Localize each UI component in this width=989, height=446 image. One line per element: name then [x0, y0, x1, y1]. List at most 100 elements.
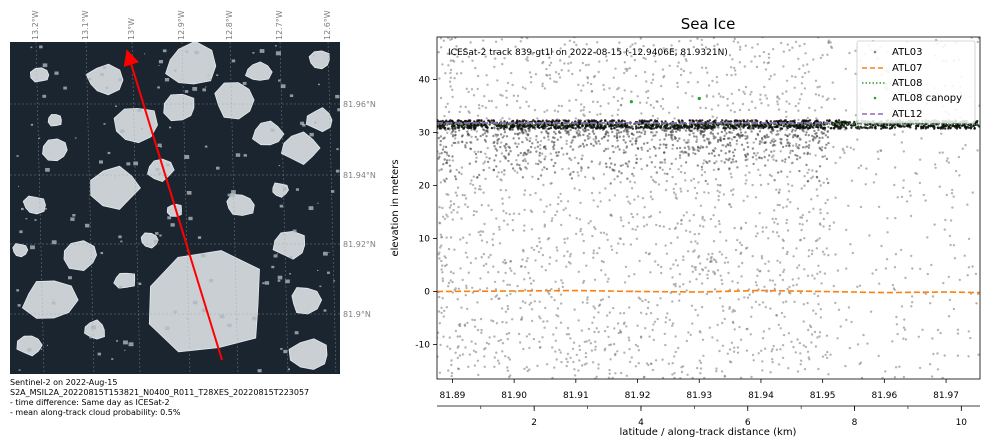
atl03-photon: [476, 74, 480, 78]
atl03-photon: [454, 329, 458, 333]
atl03-photon: [660, 271, 663, 275]
atl03-photon: [807, 328, 810, 332]
atl03-photon: [728, 150, 731, 153]
atl03-photon: [548, 262, 551, 266]
atl03-photon: [524, 265, 527, 269]
atl03-photon: [604, 55, 608, 58]
atl03-photon: [729, 109, 733, 112]
atl03-photon: [688, 125, 691, 128]
atl03-photon: [559, 127, 562, 130]
atl03-photon: [509, 260, 512, 263]
atl03-photon: [492, 169, 495, 172]
atl03-photon: [443, 255, 446, 258]
atl03-photon: [776, 203, 779, 207]
atl03-photon: [691, 95, 694, 98]
atl03-photon: [725, 119, 728, 122]
atl03-photon: [700, 38, 703, 42]
atl03-photon: [909, 194, 912, 197]
atl03-photon: [586, 76, 589, 79]
atl03-photon: [505, 89, 508, 93]
atl03-photon: [564, 207, 567, 210]
ice-fragment: [40, 348, 43, 350]
atl03-photon: [521, 300, 525, 303]
atl03-photon: [699, 133, 703, 136]
atl03-photon: [722, 137, 725, 141]
atl03-photon: [901, 125, 905, 128]
atl03-photon: [548, 256, 552, 259]
atl03-photon: [540, 265, 544, 268]
atl03-photon: [716, 323, 719, 327]
atl03-photon: [501, 116, 504, 120]
atl03-photon: [711, 132, 714, 136]
atl03-photon: [690, 240, 693, 244]
atl03-photon: [758, 270, 761, 273]
atl03-photon: [655, 120, 659, 123]
atl03-photon: [696, 127, 700, 130]
dist-tick-label: 6: [745, 418, 751, 428]
atl03-photon: [495, 51, 498, 55]
atl03-photon: [814, 239, 818, 243]
atl03-photon: [703, 159, 706, 162]
atl03-photon: [506, 369, 510, 372]
atl03-photon: [567, 333, 571, 336]
atl03-photon: [664, 244, 667, 247]
atl03-photon: [457, 287, 461, 290]
atl03-photon: [676, 85, 679, 89]
atl03-photon: [674, 137, 677, 140]
atl03-photon: [789, 151, 792, 155]
ice-fragment: [257, 369, 262, 373]
atl03-photon: [714, 178, 718, 181]
atl03-photon: [449, 59, 452, 62]
atl03-photon: [586, 134, 589, 138]
atl03-photon: [807, 356, 810, 359]
atl03-photon: [958, 174, 961, 177]
atl03-photon: [587, 63, 590, 66]
atl03-photon: [679, 187, 682, 190]
atl03-photon: [760, 255, 764, 258]
atl03-photon: [924, 199, 927, 202]
ice-fragment: [30, 123, 34, 126]
ice-floe: [140, 232, 159, 249]
atl03-photon: [687, 154, 690, 157]
atl03-photon: [699, 106, 702, 110]
atl03-photon: [808, 358, 811, 361]
atl03-photon: [484, 55, 487, 58]
atl03-photon: [467, 110, 470, 113]
atl03-photon: [738, 108, 742, 112]
atl03-photon: [443, 309, 446, 313]
atl03-photon: [763, 85, 766, 89]
atl03-photon: [547, 135, 550, 138]
ice-fragment: [289, 273, 291, 275]
atl03-photon: [667, 133, 670, 137]
atl03-photon: [783, 160, 787, 164]
atl03-photon: [724, 152, 727, 155]
atl03-photon: [819, 270, 822, 274]
atl03-photon: [819, 208, 822, 211]
atl03-photon: [814, 93, 818, 96]
atl03-photon: [487, 99, 491, 103]
atl03-photon: [786, 198, 789, 201]
lat-label: 81.96°N: [343, 100, 376, 109]
atl03-photon: [583, 139, 587, 142]
atl03-photon: [652, 127, 656, 130]
atl03-photon: [451, 218, 454, 221]
atl03-photon: [898, 365, 901, 368]
atl03-photon: [645, 120, 649, 123]
atl03-photon: [647, 253, 650, 256]
atl03-photon: [483, 222, 486, 226]
atl03-photon: [504, 262, 507, 265]
atl03-photon: [730, 131, 734, 135]
atl03-photon: [634, 365, 638, 368]
atl03-photon: [686, 189, 689, 193]
atl03-photon: [640, 146, 643, 149]
atl03-photon: [743, 92, 746, 96]
atl03-photon: [760, 349, 763, 352]
atl03-photon: [546, 320, 549, 323]
atl03-photon: [455, 194, 459, 197]
atl03-photon: [456, 298, 459, 301]
atl03-photon: [871, 272, 874, 275]
atl03-photon: [845, 145, 849, 148]
atl03-photon: [780, 41, 783, 45]
atl03-photon: [771, 348, 774, 351]
atl03-photon: [808, 139, 811, 143]
